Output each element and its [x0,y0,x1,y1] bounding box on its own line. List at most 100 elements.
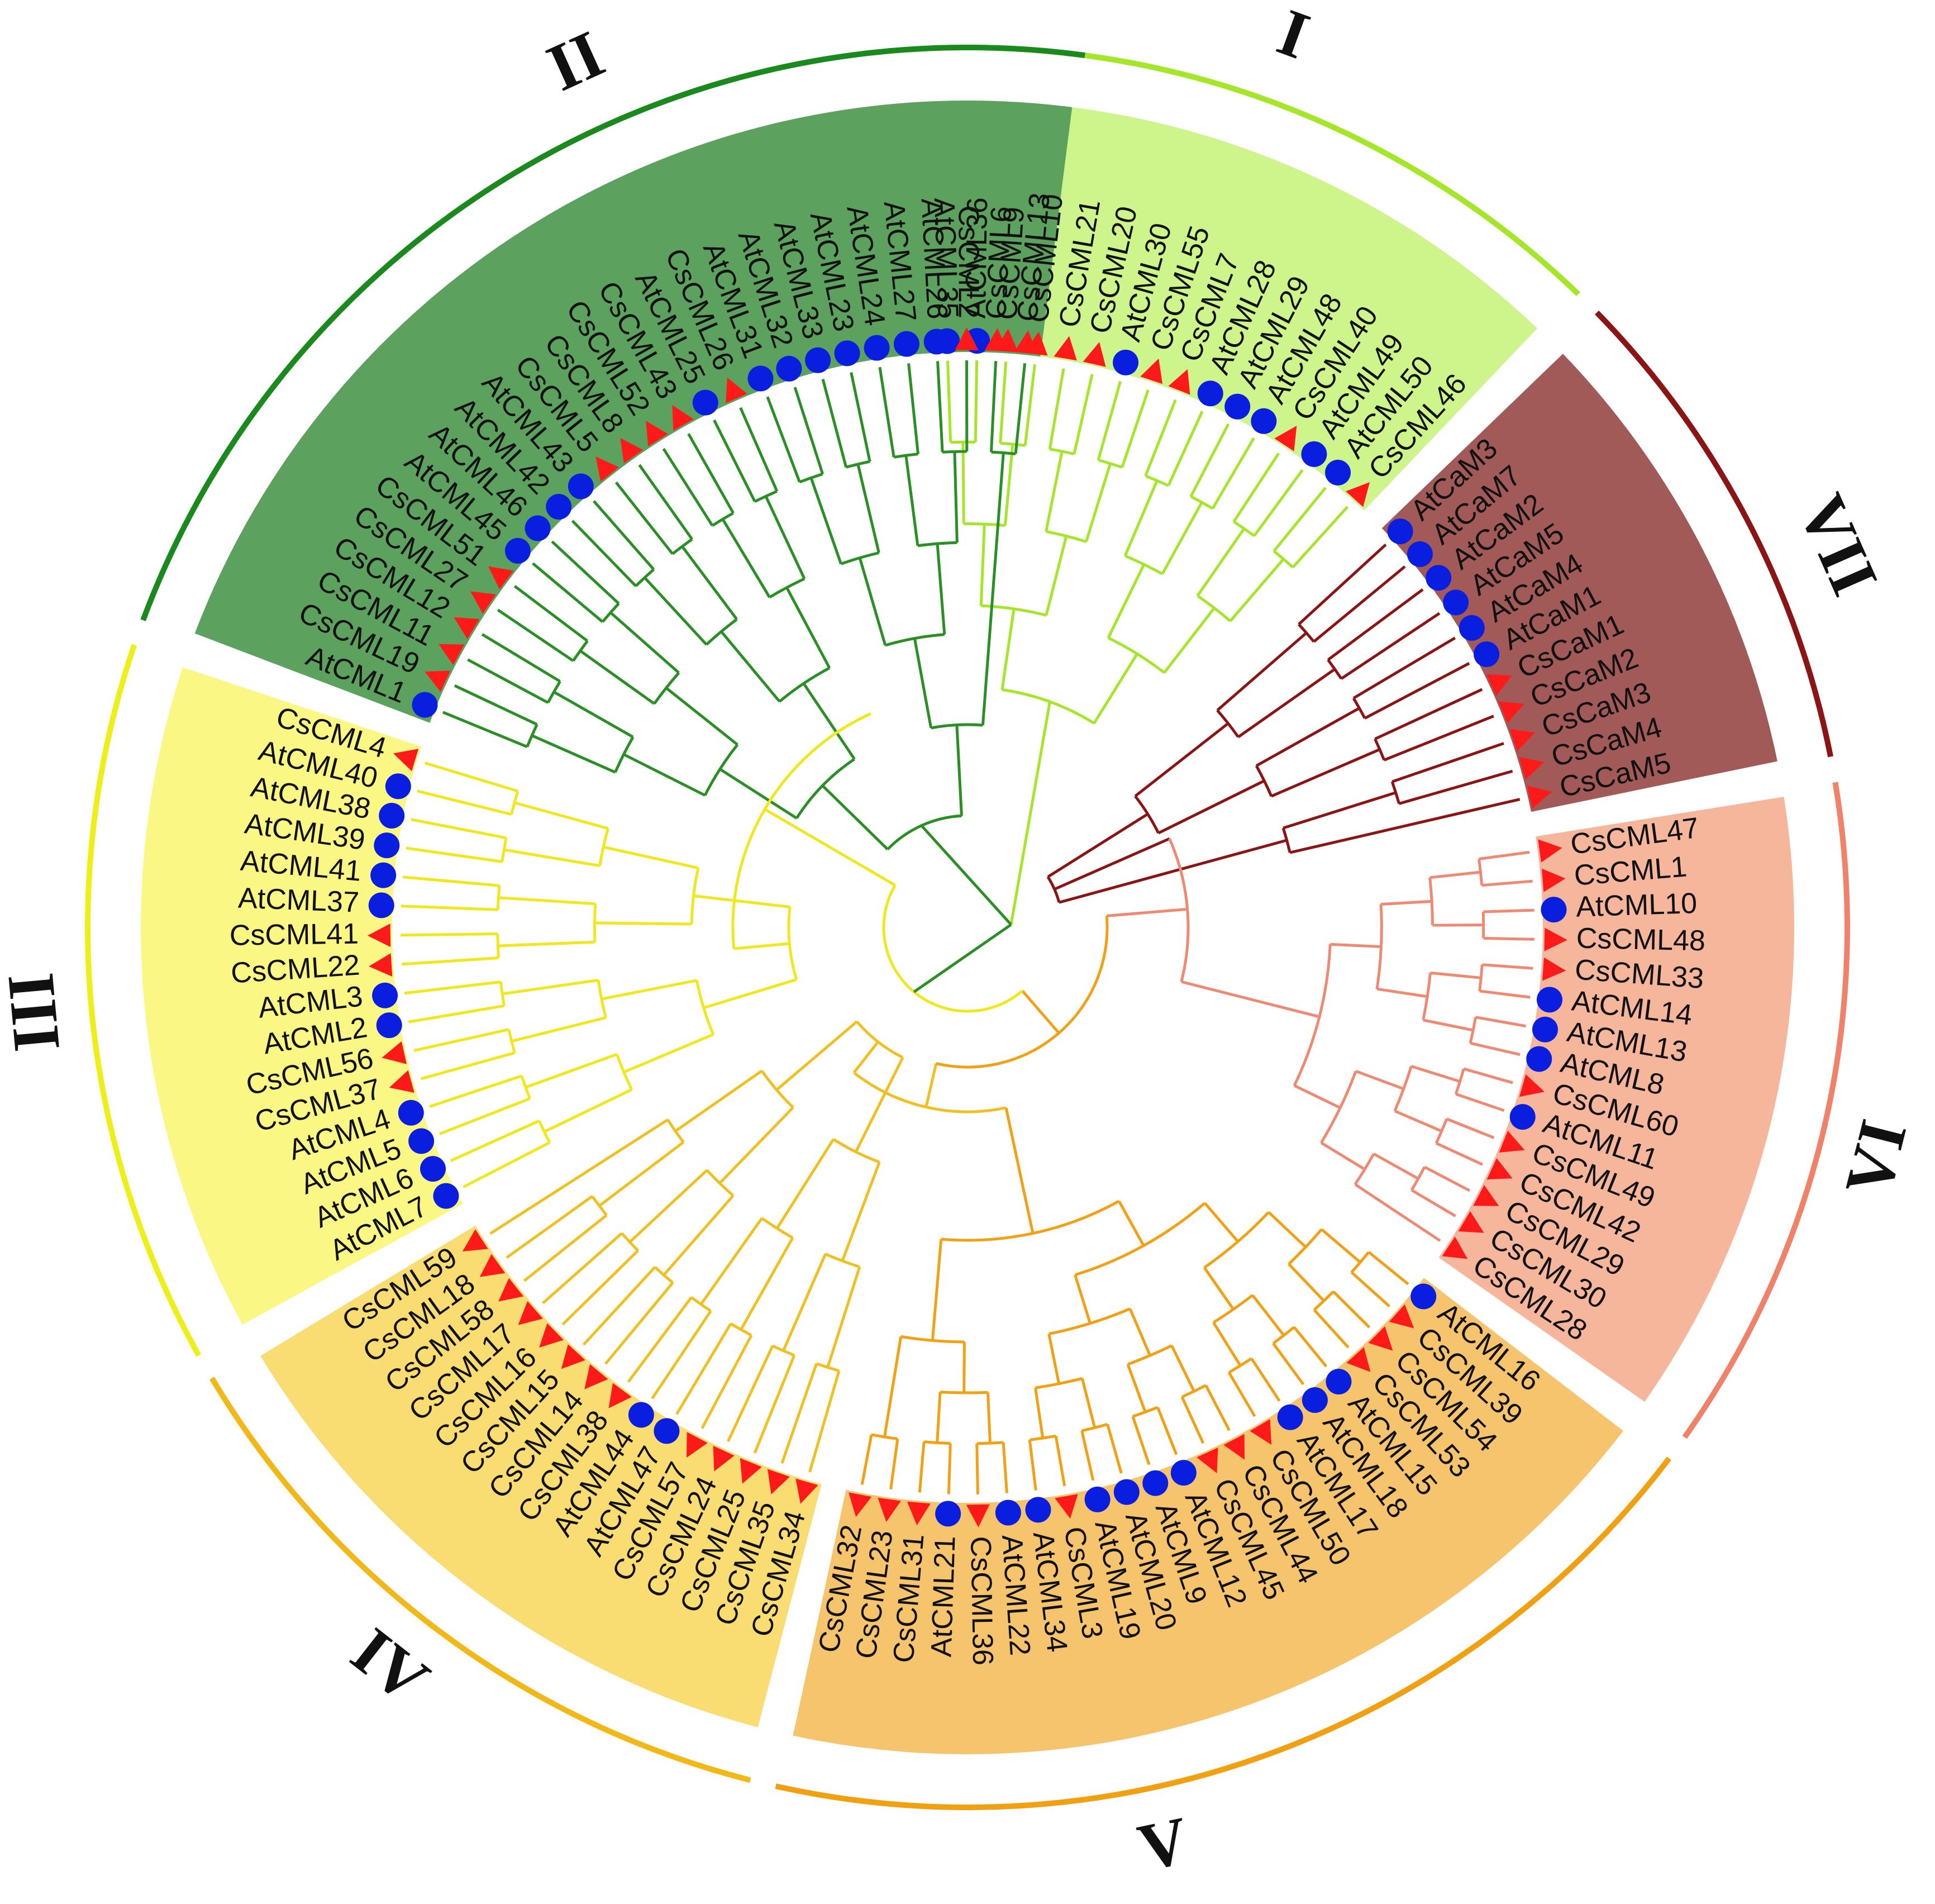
branch-segment [1107,564,1146,639]
branch-segment [1483,936,1534,941]
branch-segment [1048,368,1065,450]
branch-segment [1229,558,1285,622]
branch-segment [402,875,500,887]
branch-segment [593,500,655,570]
triangle-marker-cscml55 [1140,358,1163,384]
branch-segment [962,1341,966,1393]
leaf-label-cscml48: CsCML48 [1576,922,1705,958]
branch-segment [1313,1308,1350,1349]
branch-segment [1376,987,1428,998]
clade-band-vi [1438,797,1794,1402]
branch-segment [1288,1263,1325,1302]
branch-node [1035,1377,1083,1389]
branch-segment [1144,399,1177,477]
branch-segment [481,633,561,683]
backbone-stem [1106,907,1188,917]
triangle-marker-cscml17 [518,1301,544,1325]
branch-segment [1429,870,1481,879]
branch-segment [675,1322,732,1415]
branch-segment [1383,715,1494,761]
branch-segment [1204,1384,1231,1431]
circle-marker-atcml50 [1325,459,1351,485]
branch-segment [542,1232,623,1305]
branch-segment [1436,1142,1484,1166]
branch-segment [523,1214,608,1282]
leaf-label-atcml26: AtCML26 [914,197,953,320]
branch-segment [514,801,609,830]
branch-segment [780,1363,818,1464]
branch-segment [1123,480,1159,556]
branch-node [695,980,715,1035]
circle-marker-atcam2 [1426,565,1452,591]
branch-segment [999,361,1008,444]
branch-segment [498,940,595,948]
branch-segment [1293,1326,1328,1368]
branch-segment [1482,963,1533,970]
circle-marker-atcml29 [1224,393,1251,420]
circle-marker-atcam7 [1407,541,1433,567]
circle-marker-atcml41 [370,862,397,888]
branch-segment [627,1296,693,1383]
triangle-marker-cscml18 [479,1254,506,1277]
branch-segment [401,905,498,911]
branch-segment [644,577,708,646]
leaf-label-cscml41: CsCML41 [229,918,359,952]
branch-segment [740,1237,794,1331]
triangle-marker-cscml60 [1519,1074,1545,1097]
triangle-marker-cscml56 [382,1041,407,1064]
clade-band-iv [260,1225,822,1727]
triangle-marker-cscml25 [740,1458,762,1484]
branch-segment [856,464,880,554]
branch-node [1145,474,1169,487]
backbone-node [853,1072,1007,1113]
branch-segment [913,638,933,729]
circle-marker-atcml13 [1532,1016,1558,1043]
branch-segment [974,360,979,442]
branch-segment [1251,1294,1285,1336]
branch-node [824,1253,860,1268]
leaf-label-cscml6: CsCML6 [980,206,1018,320]
branch-segment [1073,374,1094,455]
branch-segment [1216,631,1308,712]
triangle-marker-cscml26 [726,377,747,403]
triangle-marker-cscml20 [1083,342,1106,367]
circle-marker-atcml27 [893,331,919,357]
branch-segment [1097,380,1122,461]
branch-segment [532,562,604,623]
branch-segment [904,455,919,546]
branch-node [772,1344,795,1357]
branch-segment [687,433,735,514]
triangle-marker-cscml24 [713,1445,735,1472]
branch-segment [603,845,699,869]
branch-node [711,512,734,527]
triangle-marker-cscml14 [584,1364,608,1389]
branch-node [871,1433,898,1440]
branch-segment [1170,1345,1195,1392]
branch-segment [439,1097,531,1136]
branch-segment [1289,798,1521,854]
branch-segment [719,768,798,820]
branch-node [940,1391,988,1394]
branch-segment [1470,1041,1521,1056]
branch-segment [1167,411,1204,487]
triangle-marker-cscml11 [439,644,465,665]
branch-segment [821,378,848,468]
branch-node [1081,1422,1108,1432]
branch-node [1181,1384,1207,1398]
triangle-marker-cscml19 [425,670,451,692]
triangle-marker-cscam3 [1509,729,1535,751]
circle-marker-atcml23 [834,340,860,366]
triangle-marker-cscml5 [595,456,619,482]
branch-segment [1372,1153,1419,1180]
branch-segment [1320,1141,1366,1171]
branch-segment [665,687,738,746]
branch-node [1127,1344,1173,1366]
branch-segment [703,978,797,1010]
branch-segment [1364,662,1470,720]
branch-segment [1272,487,1327,552]
branch-segment [662,448,714,527]
branch-segment [1002,1442,1008,1493]
branch-node [778,667,831,703]
triangle-marker-cscml31 [907,1501,931,1526]
branch-segment [561,1249,639,1326]
